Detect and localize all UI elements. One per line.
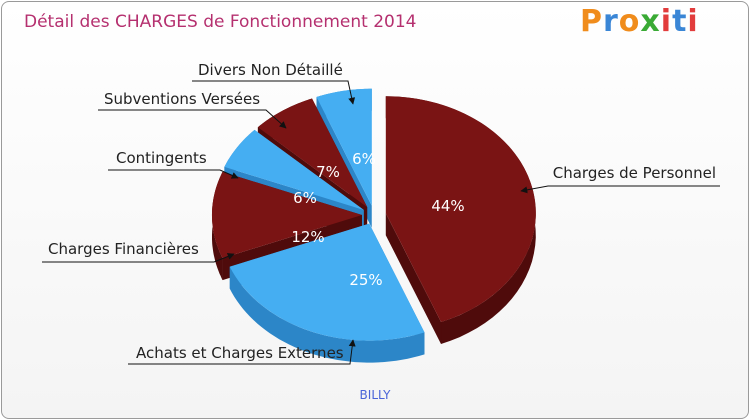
pie-slice-percent: 7% [316,163,340,181]
logo-letter: i [660,4,673,39]
pie-slice-wall [385,96,442,345]
pie-slice-label: Achats et Charges Externes [136,344,344,362]
leader-line [128,339,356,365]
logo-letter: t [672,4,688,39]
pie-slice-side [229,266,425,363]
leader-line [42,253,235,263]
logo-letter: x [640,4,661,39]
leader-line [520,185,720,194]
pie-slice-label: Subventions Versées [104,90,260,108]
logo-letter: r [603,4,619,39]
pie-slice-label: Charges Financières [48,240,199,258]
pie-slice-percent: 12% [291,228,324,246]
pie-slice-percent: 44% [431,197,464,215]
pie-slice [211,171,362,259]
chart-subtitle: BILLY [359,388,391,402]
pie-slice-percent: 6% [352,150,376,168]
logo-letter: o [618,4,641,39]
pie-slice [229,223,425,341]
leader-line [192,80,356,105]
pie-slice [224,129,364,210]
logo-letter: i [687,4,699,39]
leader-line [98,109,287,129]
chart-title: Détail des CHARGES de Fonctionnement 201… [24,12,417,32]
pie-slice [385,96,536,322]
pie-slice-percent: 25% [349,271,382,289]
leader-line [108,169,239,179]
pie-slice-label: Divers Non Détaillé [198,61,343,79]
pie-slice-percent: 6% [293,189,317,207]
logo-letter: P [580,4,603,39]
proxiti-logo: Proxiti [580,4,699,39]
pie-slice-label: Charges de Personnel [553,164,716,182]
pie-slice [316,88,372,206]
pie-slice-label: Contingents [116,149,207,167]
